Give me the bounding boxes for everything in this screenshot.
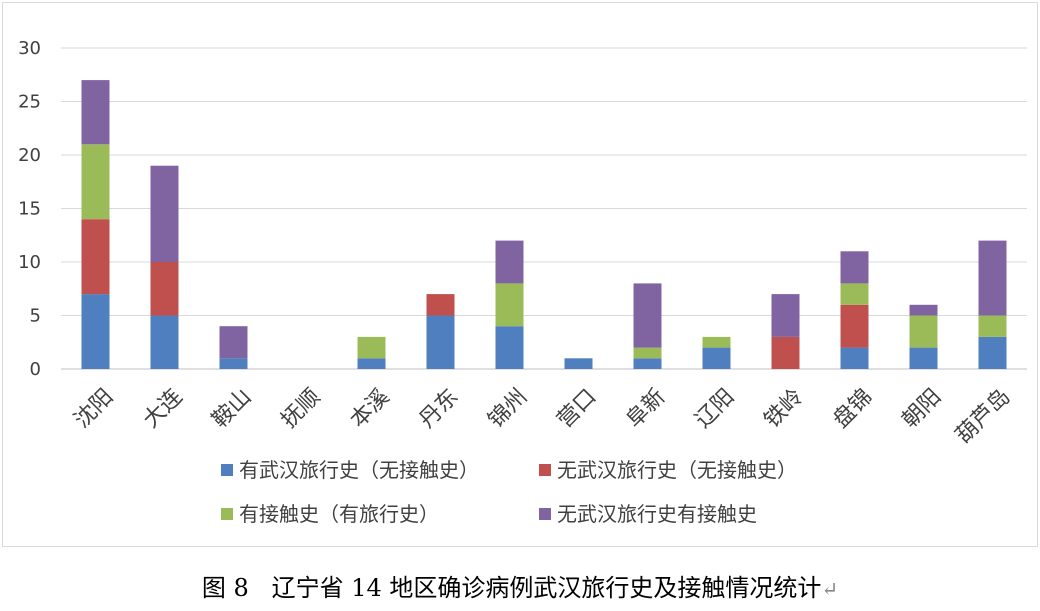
y-tick-label: 0 bbox=[30, 359, 41, 380]
figure-caption-text: 辽宁省 14 地区确诊病例武汉旅行史及接触情况统计 bbox=[271, 574, 822, 602]
bar-segment bbox=[150, 315, 179, 369]
bar-segment bbox=[81, 294, 110, 369]
legend-label: 有接触史（有旅行史） bbox=[239, 502, 439, 526]
stacked-bar-chart: 0 5 10 15 20 25 30 沈阳 大连 鞍山 抚顺 本溪 丹东 锦州 营口 阜新 辽阳 铁岭 盘锦 朝阳葫… bbox=[18, 38, 1027, 526]
bar-segment bbox=[978, 315, 1007, 337]
bar-segment bbox=[702, 336, 731, 348]
chart-frame: 0 5 10 15 20 25 30 沈阳 大连 鞍山 抚顺 本溪 丹东 锦州 营口 阜新 辽阳 铁岭 盘锦 朝阳葫… bbox=[2, 2, 1038, 547]
bar-segment bbox=[771, 336, 800, 369]
bar-segment bbox=[81, 80, 110, 145]
bar-segment bbox=[495, 240, 524, 284]
legend-swatch bbox=[221, 464, 233, 476]
y-tick-label: 25 bbox=[18, 92, 41, 113]
legend-swatch bbox=[539, 464, 551, 476]
bar-segment bbox=[150, 262, 179, 316]
bar-segment bbox=[81, 219, 110, 295]
bar-segment bbox=[840, 347, 869, 369]
x-tick-label: 朝阳 bbox=[898, 384, 947, 433]
bar-segment bbox=[840, 283, 869, 305]
bar-segment bbox=[978, 336, 1007, 369]
figure-caption: 图 8 辽宁省 14 地区确诊病例武汉旅行史及接触情况统计↵ bbox=[0, 568, 1040, 603]
bar-segment bbox=[633, 283, 662, 348]
bar-segment bbox=[840, 251, 869, 284]
bar-segment bbox=[219, 358, 248, 369]
x-tick-label: 阜新 bbox=[622, 384, 671, 433]
bar-segment bbox=[81, 144, 110, 220]
x-tick-label: 大连 bbox=[139, 384, 188, 433]
legend-swatch bbox=[221, 508, 233, 520]
y-tick-label: 20 bbox=[18, 145, 41, 166]
bar-segment bbox=[495, 326, 524, 369]
bar-segment bbox=[909, 315, 938, 348]
x-tick-label: 本溪 bbox=[346, 384, 395, 433]
bar-segment bbox=[771, 294, 800, 337]
y-tick-label: 30 bbox=[18, 38, 41, 59]
x-tick-label: 葫芦岛 bbox=[951, 384, 1015, 448]
y-tick-label: 10 bbox=[18, 252, 41, 273]
return-mark-icon: ↵ bbox=[821, 577, 839, 601]
x-tick-label: 铁岭 bbox=[760, 384, 809, 433]
y-axis-ticks: 0 5 10 15 20 25 30 bbox=[18, 38, 41, 380]
x-tick-label: 鞍山 bbox=[208, 384, 257, 433]
legend-label: 有武汉旅行史（无接触史） bbox=[239, 458, 479, 482]
bar-segment bbox=[840, 304, 869, 348]
x-axis-ticks: 沈阳 大连 鞍山 抚顺 本溪 丹东 锦州 营口 阜新 辽阳 铁岭 盘锦 朝阳 葫芦岛 bbox=[70, 384, 1016, 448]
bar-segment bbox=[219, 326, 248, 359]
x-tick-label: 辽阳 bbox=[691, 384, 740, 433]
bar-segment bbox=[633, 347, 662, 359]
bar-segment bbox=[426, 315, 455, 369]
bar-segment bbox=[357, 336, 386, 359]
bar-segment bbox=[702, 347, 731, 369]
y-tick-label: 15 bbox=[18, 199, 41, 220]
x-tick-label: 丹东 bbox=[415, 384, 464, 433]
legend: 有武汉旅行史（无接触史） 无武汉旅行史（无接触史） 有接触史（有旅行史） 无武汉旅行史… bbox=[221, 458, 797, 526]
bar-segment bbox=[633, 358, 662, 369]
gridlines bbox=[61, 47, 1027, 370]
x-tick-label: 营口 bbox=[553, 384, 602, 433]
legend-swatch bbox=[539, 508, 551, 520]
bar-segment bbox=[495, 283, 524, 327]
legend-label: 无武汉旅行史（无接触史） bbox=[557, 458, 797, 482]
bar-segment bbox=[909, 304, 938, 316]
bar-segment bbox=[150, 165, 179, 262]
figure-label: 图 8 bbox=[201, 574, 249, 602]
x-tick-label: 沈阳 bbox=[70, 384, 119, 433]
bars bbox=[81, 80, 1007, 369]
x-tick-label: 锦州 bbox=[484, 384, 533, 433]
x-tick-label: 盘锦 bbox=[829, 384, 878, 433]
y-tick-label: 5 bbox=[30, 306, 41, 327]
x-tick-label: 抚顺 bbox=[277, 384, 326, 433]
bar-segment bbox=[978, 240, 1007, 316]
bar-segment bbox=[909, 347, 938, 369]
bar-segment bbox=[426, 294, 455, 316]
bar-segment bbox=[564, 358, 593, 369]
legend-label: 无武汉旅行史有接触史 bbox=[557, 502, 757, 526]
bar-segment bbox=[357, 358, 386, 369]
